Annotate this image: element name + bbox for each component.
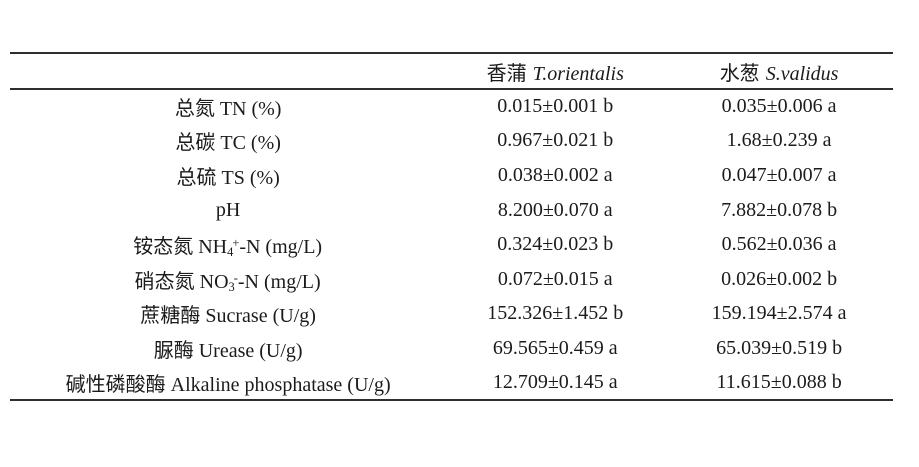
value-torientalis: 0.072±0.015 a [497,267,613,290]
table-row-ts: 总硫 TS (%) 0.038±0.002 a 0.047±0.007 a [10,158,893,193]
row-label: 碱性磷酸酶 Alkaline phosphatase (U/g) [10,366,445,401]
value-torientalis: 0.015±0.001 b [497,95,614,118]
row-label: pH [10,193,445,228]
value-torientalis: 69.565±0.459 a [492,336,618,359]
value-svalidus: 0.035±0.006 a [721,95,837,118]
value-torientalis: 12.709±0.145 a [492,371,618,394]
row-label-text: 总硫 TS (%) [176,166,280,189]
table-row-ph: pH 8.200±0.070 a 7.882±0.078 b [10,193,893,228]
row-label-unit: -N (mg/L) [237,270,321,293]
row-label-text: 总碳 TC (%) [175,132,281,155]
chem-superscript: + [232,235,240,250]
value-svalidus: 7.882±0.078 b [721,198,838,221]
value-svalidus: 159.194±2.574 a [711,302,847,325]
value-torientalis: 8.200±0.070 a [497,198,613,221]
row-label-text: 碱性磷酸酶 Alkaline phosphatase (U/g) [65,374,391,397]
row-label-text: 蔗糖酶 Sucrase (U/g) [140,305,316,328]
value-svalidus: 0.047±0.007 a [721,163,837,186]
table-row-no3: 硝态氮 NO3--N (mg/L) 0.072±0.015 a 0.026±0.… [10,262,893,297]
value-svalidus: 1.68±0.239 a [726,129,832,152]
value-svalidus: 0.562±0.036 a [721,233,837,256]
species-latin-label: S.validus [765,62,839,85]
row-label-text: 硝态氮 NO [134,270,229,293]
row-label-text: 铵态氮 NH [133,236,228,259]
chem-superscript: - [233,270,238,285]
table-row-sucrase: 蔗糖酶 Sucrase (U/g) 152.326±1.452 b 159.19… [10,297,893,332]
row-label-text: 总氮 TN (%) [174,98,282,121]
table-row-tn: 总氮 TN (%) 0.015±0.001 b 0.035±0.006 a [10,89,893,124]
value-torientalis: 0.967±0.021 b [497,129,614,152]
row-label: 硝态氮 NO3--N (mg/L) [10,262,445,297]
table-row-nh4: 铵态氮 NH4+-N (mg/L) 0.324±0.023 b 0.562±0.… [10,227,893,262]
row-label: 总氮 TN (%) [10,89,445,124]
chem-subscript: 4 [227,245,234,260]
row-label-unit: -N (mg/L) [239,236,323,259]
value-svalidus: 65.039±0.519 b [716,336,843,359]
row-label: 铵态氮 NH4+-N (mg/L) [10,227,445,262]
header-cell-empty [10,53,446,90]
row-label-text: 脲酶 Urease (U/g) [153,339,303,362]
row-label: 总碳 TC (%) [10,124,445,159]
value-svalidus: 11.615±0.088 b [716,371,842,394]
row-label: 总硫 TS (%) [10,158,445,193]
species-cn-label: 香蒲 [486,62,527,85]
header-cell-svalidus: 水葱 S.validus [665,53,893,90]
row-label: 蔗糖酶 Sucrase (U/g) [10,297,445,332]
value-torientalis: 0.324±0.023 b [497,233,614,256]
row-label-text: pH [215,198,241,221]
table-row-alkaline-phosphatase: 碱性磷酸酶 Alkaline phosphatase (U/g) 12.709±… [10,366,893,401]
value-svalidus: 0.026±0.002 b [721,267,838,290]
header-row: 香蒲 T.orientalis 水葱 S.validus [10,53,893,90]
chem-subscript: 3 [228,279,235,294]
header-cell-torientalis: 香蒲 T.orientalis [445,53,666,90]
species-cn-label: 水葱 [719,62,760,85]
row-label: 脲酶 Urease (U/g) [10,331,445,366]
table-row-tc: 总碳 TC (%) 0.967±0.021 b 1.68±0.239 a [10,124,893,159]
results-table: 香蒲 T.orientalis 水葱 S.validus 总氮 TN (%) 0.0… [10,52,893,402]
table-row-urease: 脲酶 Urease (U/g) 69.565±0.459 a 65.039±0.… [10,331,893,366]
species-latin-label: T.orientalis [532,62,624,85]
value-torientalis: 0.038±0.002 a [497,163,613,186]
value-torientalis: 152.326±1.452 b [487,302,624,325]
